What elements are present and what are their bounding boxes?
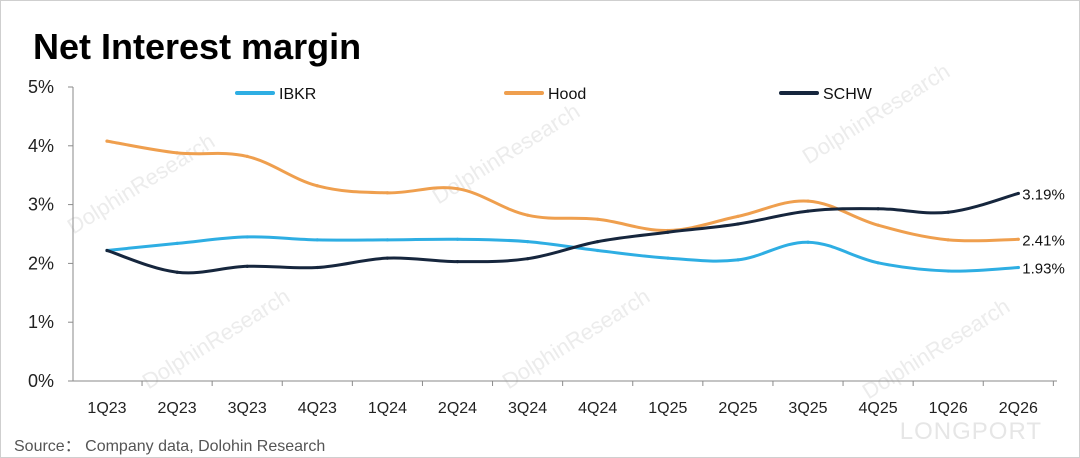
data-point-ibkr xyxy=(1016,265,1020,270)
legend-label-schw: SCHW xyxy=(823,86,873,103)
data-point-hood xyxy=(175,151,179,155)
x-tick-label: 4Q23 xyxy=(298,400,337,417)
y-tick-label: 3% xyxy=(28,195,54,215)
watermark-text: DolphinResearch xyxy=(63,128,219,239)
data-point-hood xyxy=(385,191,389,195)
y-tick-label: 4% xyxy=(28,136,54,156)
series-line-hood xyxy=(105,139,1020,243)
y-tick-label: 0% xyxy=(28,371,54,391)
axes: 0% 1% 2% 3% 4% 5% 1Q23 2Q23 3Q23 4Q23 1Q24 2Q24 3Q24… xyxy=(28,77,1057,417)
end-label-ibkr: 1.93% xyxy=(1022,261,1065,278)
source-note: Source： Company data, Dolohin Research xyxy=(14,438,326,455)
y-tick-label: 1% xyxy=(28,312,54,332)
data-point-hood xyxy=(315,184,319,188)
data-point-hood xyxy=(105,139,109,143)
data-point-schw xyxy=(946,210,950,214)
data-point-schw xyxy=(105,248,109,253)
end-labels: 1.93% 2.41% 3.19% xyxy=(1022,186,1065,277)
data-point-schw xyxy=(175,270,179,274)
watermark-text: DolphinResearch xyxy=(858,293,1014,404)
data-point-hood xyxy=(455,187,460,191)
data-point-hood xyxy=(946,238,950,242)
watermark-text: DolphinResearch xyxy=(138,283,294,394)
x-tick-label: 3Q25 xyxy=(788,400,827,417)
y-tick-label: 5% xyxy=(28,77,54,97)
data-point-ibkr xyxy=(806,240,810,244)
data-point-schw xyxy=(315,265,319,270)
x-tick-label: 1Q24 xyxy=(368,400,407,417)
data-point-ibkr xyxy=(526,240,530,244)
data-point-hood xyxy=(245,154,249,158)
x-tick-label: 3Q23 xyxy=(228,400,267,417)
data-point-schw xyxy=(876,207,880,211)
data-point-schw xyxy=(596,240,600,244)
data-point-ibkr xyxy=(736,258,740,262)
x-tick-label: 1Q23 xyxy=(87,400,126,417)
data-point-schw xyxy=(455,260,460,264)
series-layer xyxy=(105,139,1020,275)
data-point-ibkr xyxy=(245,235,249,239)
data-point-hood xyxy=(1016,237,1020,241)
x-tick-label: 2Q23 xyxy=(158,400,197,417)
data-point-schw xyxy=(736,222,740,226)
y-tick-label: 2% xyxy=(28,253,54,273)
data-point-schw xyxy=(385,256,389,260)
data-point-schw xyxy=(245,264,249,268)
data-point-ibkr xyxy=(946,269,950,273)
brand-watermark: LONGPORT xyxy=(899,418,1042,445)
data-point-ibkr xyxy=(666,256,670,260)
legend-label-hood: Hood xyxy=(548,86,586,103)
x-tick-label: 4Q25 xyxy=(859,400,898,417)
x-tick-label: 4Q24 xyxy=(578,400,617,417)
series-line-ibkr xyxy=(105,235,1020,273)
chart-title: Net Interest margin xyxy=(33,26,362,67)
x-tick-label: 1Q26 xyxy=(929,400,968,417)
data-point-ibkr xyxy=(315,238,319,242)
x-tick-label: 1Q25 xyxy=(648,400,687,417)
data-point-ibkr xyxy=(175,241,179,246)
x-tick-label: 2Q24 xyxy=(438,400,477,417)
data-point-schw xyxy=(666,230,670,234)
x-tick-label: 2Q25 xyxy=(718,400,757,417)
series-line-schw xyxy=(105,191,1020,275)
data-point-hood xyxy=(596,217,600,221)
data-point-hood xyxy=(736,214,740,218)
end-label-schw: 3.19% xyxy=(1022,186,1065,203)
x-tick-label: 3Q24 xyxy=(508,400,547,417)
legend: IBKR Hood SCHW xyxy=(235,86,873,103)
watermark-text: DolphinResearch xyxy=(798,58,954,169)
data-point-schw xyxy=(806,209,810,213)
data-point-hood xyxy=(526,213,530,217)
data-point-ibkr xyxy=(385,238,389,242)
end-label-hood: 2.41% xyxy=(1022,232,1065,249)
data-point-ibkr xyxy=(596,248,600,253)
watermark-text: DolphinResearch xyxy=(498,283,654,394)
watermark-text: DolphinResearch xyxy=(428,98,584,209)
legend-label-ibkr: IBKR xyxy=(279,86,316,103)
data-point-hood xyxy=(806,199,810,203)
data-point-schw xyxy=(1016,191,1020,196)
data-point-schw xyxy=(526,257,530,261)
data-point-ibkr xyxy=(876,261,880,265)
data-point-ibkr xyxy=(455,237,460,241)
data-point-hood xyxy=(876,223,880,227)
watermark-layer: DolphinResearch DolphinResearch DolphinRes… xyxy=(63,58,1014,404)
x-tick-label: 2Q26 xyxy=(999,400,1038,417)
